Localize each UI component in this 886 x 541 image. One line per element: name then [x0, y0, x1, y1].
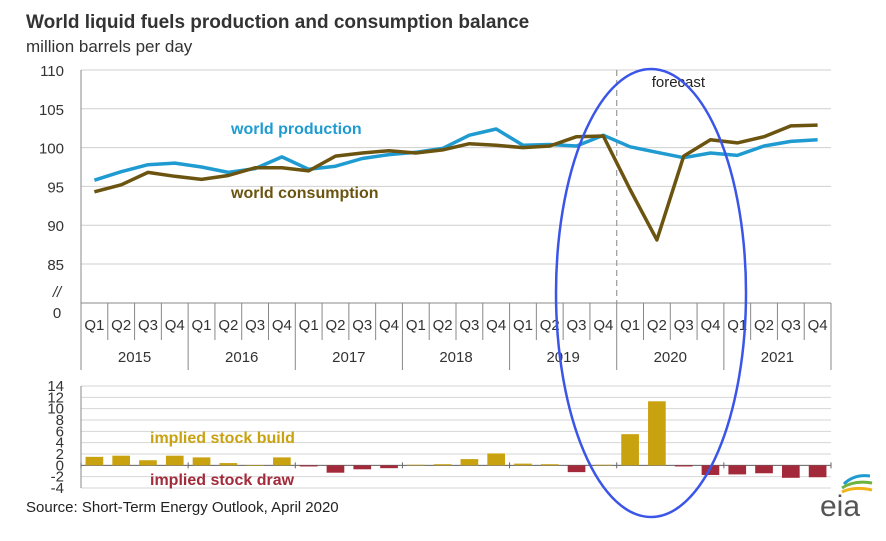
- stock-build-bar: [192, 457, 211, 466]
- forecast-label: forecast: [652, 74, 706, 91]
- quarter-label: Q3: [138, 317, 158, 334]
- stock-draw-label: implied stock draw: [150, 472, 295, 489]
- y-tick-label: 14: [47, 378, 64, 395]
- stock-draw-bar: [808, 465, 827, 478]
- stock-build-bar: [139, 460, 157, 466]
- stock-draw-bar: [674, 465, 693, 467]
- y-tick-label: 8: [56, 412, 64, 429]
- production-line: [93, 127, 818, 182]
- stock-draw-bar: [353, 465, 372, 470]
- stock-build-bar: [165, 455, 184, 466]
- quarter-label: Q1: [620, 317, 640, 334]
- quarter-label: Q2: [218, 317, 238, 334]
- quarter-label: Q1: [406, 317, 426, 334]
- stock-build-bar: [219, 463, 238, 466]
- y-tick-label: 100: [39, 141, 64, 158]
- quarter-label: Q4: [165, 317, 185, 334]
- y-tick-label: 12: [47, 389, 64, 406]
- axis-break-label: //: [52, 284, 63, 301]
- chart-title: World liquid fuels production and consum…: [26, 12, 530, 33]
- year-label: 2020: [654, 349, 687, 366]
- quarter-label: Q1: [84, 317, 104, 334]
- year-label: 2017: [332, 349, 365, 366]
- quarter-label: Q4: [808, 317, 828, 334]
- quarter-label: Q2: [647, 317, 667, 334]
- y-tick-label: 85: [47, 257, 64, 274]
- y-tick-label: 10: [47, 401, 64, 418]
- stock-draw-bar: [755, 465, 773, 474]
- stock-build-bar: [246, 465, 264, 466]
- quarter-label: Q4: [486, 317, 506, 334]
- y-tick-label: 95: [47, 179, 64, 196]
- y-tick-label: 105: [39, 102, 64, 119]
- stock-draw-bar: [567, 465, 586, 473]
- quarter-label: Q1: [299, 317, 319, 334]
- stock-draw-bar: [326, 465, 345, 473]
- quarter-label: Q1: [513, 317, 533, 334]
- quarter-label: Q3: [459, 317, 479, 334]
- stock-build-label: implied stock build: [150, 430, 295, 447]
- y-tick-label: 2: [56, 446, 64, 463]
- stock-build-bar: [487, 453, 506, 466]
- stock-draw-bar: [728, 465, 747, 475]
- quarter-label: Q4: [272, 317, 292, 334]
- quarter-label: Q4: [379, 317, 399, 334]
- y-tick-label: 4: [56, 435, 64, 452]
- stock-draw-bar: [299, 465, 318, 467]
- quarter-label: Q4: [700, 317, 720, 334]
- stock-build-bar: [406, 464, 425, 466]
- y-tick-label: 0: [56, 457, 64, 474]
- stock-build-bar: [594, 464, 613, 466]
- stock-draw-bar: [781, 465, 800, 478]
- chart-subtitle: million barrels per day: [26, 37, 193, 56]
- y-tick-label: 90: [47, 218, 64, 235]
- consumption-series-label: world consumption: [230, 185, 379, 202]
- y-tick-label: 0: [53, 305, 61, 322]
- quarter-label: Q2: [540, 317, 560, 334]
- quarter-label: Q3: [781, 317, 801, 334]
- stock-build-bar: [540, 464, 559, 466]
- forecast-highlight-oval: [554, 67, 748, 519]
- quarter-label: Q2: [754, 317, 774, 334]
- eia-logo: eia: [820, 474, 873, 520]
- year-label: 2018: [439, 349, 472, 366]
- year-label: 2021: [761, 349, 794, 366]
- y-tick-label: 6: [56, 423, 64, 440]
- year-label: 2016: [225, 349, 258, 366]
- year-label: 2015: [118, 349, 151, 366]
- quarter-label: Q1: [192, 317, 212, 334]
- stock-build-bar: [433, 464, 452, 466]
- stock-build-bar: [460, 459, 479, 466]
- consumption-line: [93, 123, 818, 242]
- quarter-label: Q3: [352, 317, 372, 334]
- stock-build-bar: [112, 455, 131, 466]
- y-tick-label: 110: [40, 63, 64, 80]
- quarter-label: Q4: [593, 317, 613, 334]
- quarter-label: Q2: [433, 317, 453, 334]
- quarter-label: Q2: [111, 317, 131, 334]
- stock-draw-bar: [380, 465, 398, 469]
- year-label: 2019: [546, 349, 579, 366]
- stock-build-bar: [514, 463, 532, 466]
- quarter-label: Q1: [727, 317, 747, 334]
- y-tick-label: -2: [51, 469, 64, 486]
- stock-build-bar: [273, 457, 291, 466]
- source-note: Source: Short-Term Energy Outlook, April…: [26, 499, 339, 516]
- quarter-label: Q3: [245, 317, 265, 334]
- production-series-label: world production: [230, 121, 362, 138]
- stock-build-bar: [648, 401, 666, 466]
- svg-text:eia: eia: [820, 490, 860, 520]
- quarter-label: Q3: [674, 317, 694, 334]
- quarter-label: Q2: [325, 317, 345, 334]
- stock-build-bar: [85, 456, 104, 466]
- y-tick-label: -4: [51, 480, 64, 497]
- quarter-label: Q3: [567, 317, 587, 334]
- stock-build-bar: [621, 434, 639, 466]
